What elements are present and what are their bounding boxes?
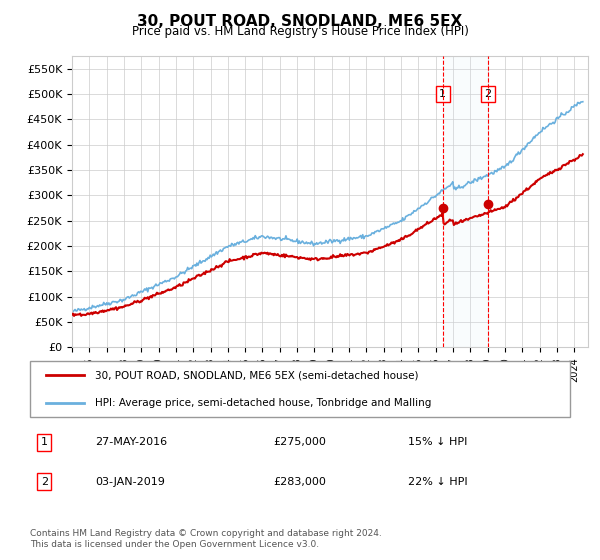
Text: 27-MAY-2016: 27-MAY-2016 [95,437,167,447]
Text: 22% ↓ HPI: 22% ↓ HPI [408,477,467,487]
Text: 03-JAN-2019: 03-JAN-2019 [95,477,164,487]
Text: Price paid vs. HM Land Registry's House Price Index (HPI): Price paid vs. HM Land Registry's House … [131,25,469,38]
Text: Contains HM Land Registry data © Crown copyright and database right 2024.
This d: Contains HM Land Registry data © Crown c… [30,529,382,549]
Text: 1: 1 [439,89,446,99]
Text: HPI: Average price, semi-detached house, Tonbridge and Malling: HPI: Average price, semi-detached house,… [95,398,431,408]
Text: 30, POUT ROAD, SNODLAND, ME6 5EX (semi-detached house): 30, POUT ROAD, SNODLAND, ME6 5EX (semi-d… [95,370,418,380]
Bar [443,56,488,347]
Text: 1: 1 [41,437,48,447]
Text: £283,000: £283,000 [273,477,326,487]
Text: 30, POUT ROAD, SNODLAND, ME6 5EX: 30, POUT ROAD, SNODLAND, ME6 5EX [137,14,463,29]
FancyBboxPatch shape [30,361,570,417]
Text: £275,000: £275,000 [273,437,326,447]
Text: 2: 2 [484,89,491,99]
Text: 2: 2 [41,477,48,487]
Text: 15% ↓ HPI: 15% ↓ HPI [408,437,467,447]
